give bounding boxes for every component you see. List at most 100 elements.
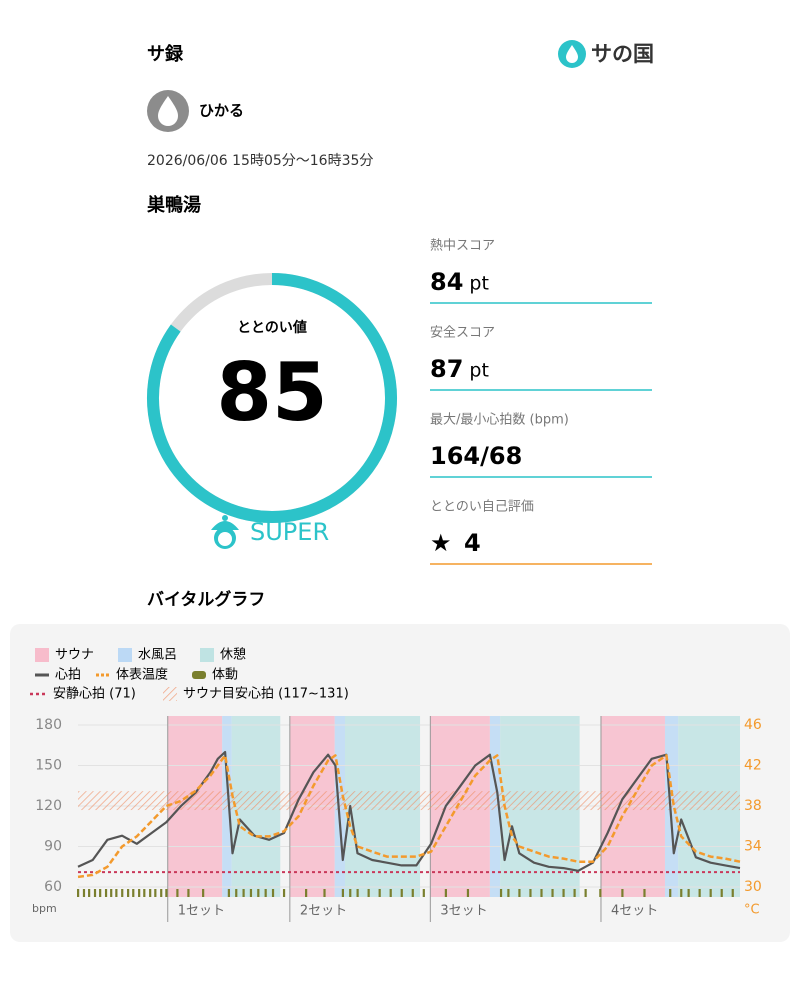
activity-mark [562, 889, 565, 897]
stat-value: 164/68 [430, 442, 522, 470]
stat-unit: pt [469, 273, 489, 295]
x-tick-label: 1セット [178, 904, 225, 919]
activity-mark [143, 889, 146, 897]
activity-mark [643, 889, 646, 897]
activity-mark [202, 889, 205, 897]
activity-mark [227, 889, 230, 897]
legend-swatch [200, 648, 214, 662]
activity-mark [411, 889, 414, 897]
star-icon: ★ [430, 529, 452, 557]
activity-mark [121, 889, 124, 897]
activity-mark [88, 889, 91, 897]
stat-label: ととのい自己評価 [430, 500, 534, 515]
activity-mark [323, 889, 326, 897]
activity-mark [176, 889, 179, 897]
grade-icon [211, 515, 239, 549]
y-axis-label: bpm [32, 902, 57, 915]
legend-label: サウナ目安心拍 (117~131) [183, 687, 349, 702]
activity-mark [138, 889, 141, 897]
app-title: サ録 [147, 43, 184, 65]
stat-unit: pt [469, 360, 489, 382]
activity-mark [349, 889, 352, 897]
activity-mark [584, 889, 587, 897]
activity-mark [82, 889, 86, 897]
activity-mark [242, 889, 245, 897]
brand-name: サの国 [591, 42, 654, 66]
user-name: ひかる [199, 102, 244, 120]
activity-mark [77, 889, 80, 897]
y2-tick-label: 34 [744, 839, 762, 855]
legend-label: サウナ [55, 648, 94, 663]
activity-mark [127, 889, 130, 897]
activity-mark [305, 889, 308, 897]
legend-label: 心拍 [55, 668, 81, 683]
stat-label: 熱中スコア [430, 239, 495, 254]
activity-mark [132, 889, 135, 897]
legend-label: 水風呂 [138, 648, 177, 663]
activity-mark [160, 889, 163, 897]
activity-mark [529, 889, 532, 897]
y-tick-label: 150 [35, 758, 62, 774]
stat-value: 87 [430, 355, 463, 383]
activity-mark [187, 889, 190, 897]
activity-mark [466, 889, 470, 897]
avatar [147, 90, 189, 132]
stat-value: 84 [430, 268, 463, 296]
x-tick-label: 3セット [440, 904, 487, 919]
activity-mark [249, 889, 253, 897]
legend-swatch [163, 687, 177, 701]
brand-logo: サの国 [558, 40, 654, 68]
activity-mark [731, 889, 734, 897]
stat-label: 最大/最小心拍数 (bpm) [430, 413, 569, 428]
score-value: 85 [216, 346, 327, 439]
y2-tick-label: 46 [744, 717, 762, 733]
activity-mark [499, 889, 503, 897]
activity-mark [687, 889, 690, 897]
activity-mark [680, 889, 683, 897]
activity-mark [367, 889, 370, 897]
activity-mark [389, 889, 392, 897]
score-arc [147, 273, 397, 523]
activity-mark [573, 889, 576, 897]
y2-tick-label: 38 [744, 798, 762, 814]
activity-mark [356, 889, 359, 897]
activity-mark [709, 889, 712, 897]
legend-swatch [192, 671, 206, 679]
x-tick-label: 2セット [300, 904, 347, 919]
legend-label: 安静心拍 (71) [53, 687, 136, 702]
legend-label: 体動 [212, 668, 238, 683]
activity-mark [149, 889, 152, 897]
x-tick-label: 4セット [611, 904, 658, 919]
activity-mark [165, 889, 168, 897]
activity-mark [104, 889, 108, 897]
activity-mark [257, 889, 260, 897]
stats: 熱中スコア 84 pt 安全スコア 87 pt 最大/最小心拍数 (bpm) 164/68 とと… [430, 239, 652, 565]
target-band [78, 791, 740, 811]
activity-mark [115, 889, 118, 897]
activity-mark [540, 889, 543, 897]
y2-axis-label: °C [744, 903, 760, 918]
facility-name: 巣鴨湯 [146, 194, 201, 216]
legend-label: 体表温度 [116, 667, 168, 683]
activity-mark [154, 889, 157, 897]
activity-mark [444, 889, 447, 897]
activity-mark [518, 889, 521, 897]
stat-label: 安全スコア [430, 326, 495, 341]
stat-value: 4 [464, 529, 481, 557]
activity-mark [698, 889, 701, 897]
activity-mark [93, 889, 97, 897]
activity-mark [720, 889, 723, 897]
legend-swatch [35, 648, 49, 662]
y-tick-label: 120 [35, 798, 62, 814]
section-title: バイタルグラフ [147, 589, 265, 610]
legend-swatch [118, 648, 132, 662]
activity-mark [99, 889, 102, 897]
activity-mark [669, 889, 672, 897]
y-tick-label: 180 [35, 717, 62, 733]
activity-mark [378, 889, 381, 897]
activity-mark [400, 889, 403, 897]
activity-mark [422, 889, 425, 897]
activity-mark [599, 889, 602, 897]
